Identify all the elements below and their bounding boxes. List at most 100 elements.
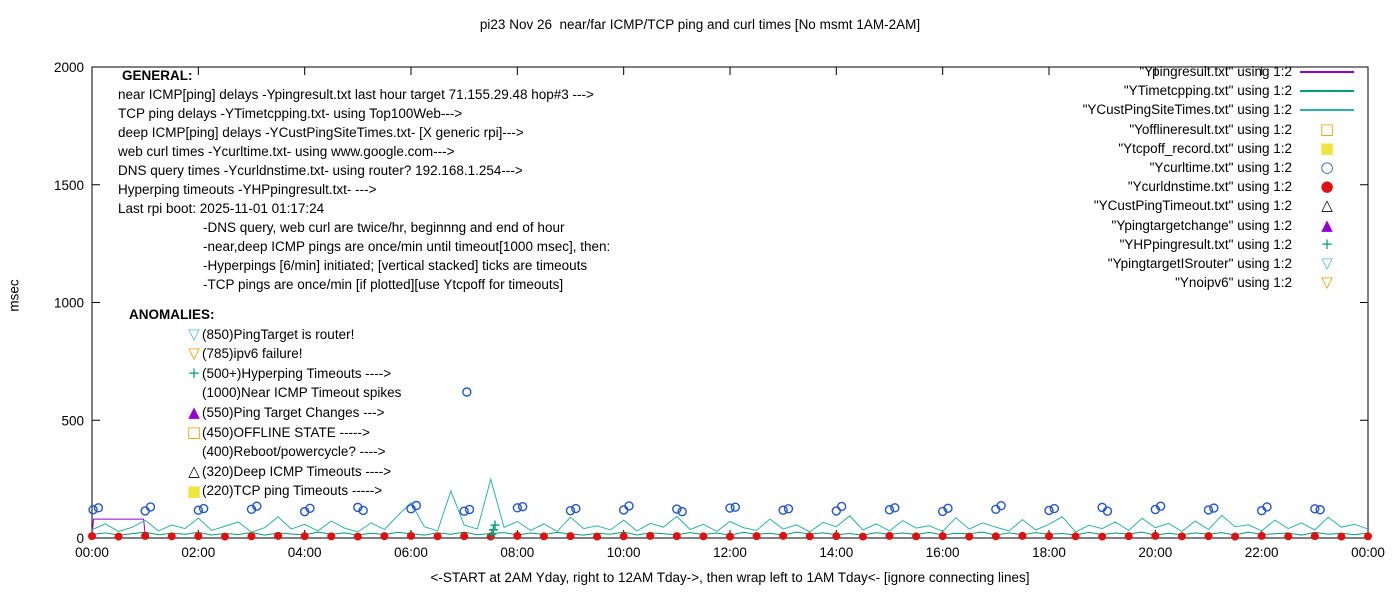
point-circle-open	[140, 506, 150, 516]
legend-item: "Ypingtargetchange" using 1:2 ▲	[1083, 216, 1356, 235]
y-tick-label: 1000	[54, 296, 84, 311]
point-circle-open	[1203, 505, 1214, 515]
x-tick-label: 08:00	[500, 545, 534, 560]
legend-item: "YCustPingSiteTimes.txt" using 1:2	[1083, 100, 1356, 119]
point-circle-open	[1155, 501, 1166, 511]
legend-sample-circle-filled-icon: ●	[1320, 177, 1334, 196]
point-circle-filled	[433, 532, 442, 541]
legend-sample-triangle-filled-icon: ▲	[1321, 215, 1333, 234]
legend-label: "Yofflineresult.txt" using 1:2	[1129, 121, 1292, 137]
point-circle-open	[1044, 505, 1054, 516]
anomaly-text: (500+)Hyperping Timeouts ---->	[202, 365, 392, 381]
legend-item: "Yofflineresult.txt" using 1:2 □	[1083, 120, 1356, 139]
anomaly-item: ■ (220)TCP ping Timeouts ----->	[122, 481, 401, 501]
general-line: near ICMP[ping] delays -Ypingresult.txt …	[118, 87, 594, 102]
point-circle-open	[672, 504, 682, 514]
legend-item: "Ycurltime.txt" using 1:2 ○	[1083, 158, 1356, 177]
point-circle-filled	[1177, 532, 1186, 541]
point-circle-filled	[380, 532, 389, 541]
point-circle-open	[1310, 504, 1320, 514]
point-circle-filled	[885, 531, 894, 540]
x-tick-label: 00:00	[75, 545, 109, 560]
point-circle-filled	[539, 532, 548, 541]
point-circle-filled	[779, 531, 788, 540]
anomaly-text: (400)Reboot/powercycle? ---->	[202, 444, 386, 460]
anomaly-item: ▽ (850)PingTarget is router!	[122, 325, 401, 345]
point-circle-filled	[991, 532, 1000, 541]
legend-label: "YTimetcpping.txt" using 1:2	[1123, 83, 1292, 99]
point-circle-filled	[1284, 532, 1293, 541]
point-circle-open	[198, 503, 209, 514]
point-plus	[487, 529, 497, 539]
point-circle-filled	[114, 532, 123, 541]
legend-sample-plus-icon: +	[1320, 234, 1334, 253]
anomaly-text: (450)OFFLINE STATE ----->	[202, 424, 370, 440]
point-plus	[488, 525, 498, 535]
point-circle-filled	[912, 532, 921, 541]
point-circle-filled	[832, 532, 841, 541]
point-circle-open	[145, 502, 156, 512]
legend-item: "YTimetcpping.txt" using 1:2	[1083, 81, 1356, 100]
point-circle-open	[1209, 503, 1219, 513]
legend-item: "Ynoipv6" using 1:2 ▽	[1083, 273, 1356, 292]
anomaly-text: (320)Deep ICMP Timeouts ---->	[202, 463, 392, 479]
point-circle-open	[193, 505, 204, 515]
general-line: TCP ping delays -YTimetcpping.txt- using…	[118, 106, 463, 121]
point-circle-open	[884, 505, 895, 515]
point-circle-open	[890, 503, 900, 513]
legend-sample-square-open-icon: □	[1319, 119, 1335, 138]
anomaly-triangle-down-open-icon: ▽	[188, 324, 200, 343]
point-circle-open	[462, 387, 472, 397]
anomaly-item: ▽ (785)ipv6 failure!	[122, 344, 401, 364]
legend-label: "Ytcpoff_record.txt" using 1:2	[1118, 140, 1292, 156]
point-circle-open	[1102, 506, 1113, 516]
point-circle-filled	[726, 532, 734, 541]
x-tick-label: 10:00	[607, 545, 641, 560]
point-circle-filled	[327, 532, 336, 541]
point-circle-open	[411, 500, 422, 511]
point-circle-filled	[1124, 532, 1133, 541]
point-circle-filled	[1257, 531, 1266, 540]
point-circle-filled	[672, 532, 681, 541]
point-circle-open	[358, 505, 368, 516]
x-tick-label: 04:00	[288, 545, 322, 560]
point-circle-filled	[619, 532, 628, 541]
point-circle-filled	[938, 532, 947, 541]
legend-sample-triangle-down-open-icon: ▽	[1321, 273, 1333, 292]
point-circle-filled	[1071, 532, 1080, 541]
point-circle-filled	[646, 531, 655, 540]
x-tick-label: 06:00	[394, 545, 428, 560]
point-circle-filled	[566, 532, 575, 541]
y-axis-label: msec	[6, 279, 22, 312]
general-line: deep ICMP[ping] delays -YCustPingSiteTim…	[118, 125, 524, 140]
point-circle-filled	[1204, 532, 1213, 541]
legend-label: "Ynoipv6" using 1:2	[1175, 275, 1292, 291]
point-circle-open	[618, 505, 629, 515]
anomaly-square-open-icon: □	[186, 422, 202, 441]
legend-item: "Ycurldnstime.txt" using 1:2 ●	[1083, 177, 1356, 196]
legend-label: "YCustPingSiteTimes.txt" using 1:2	[1082, 102, 1292, 118]
anomaly-text: (220)TCP ping Timeouts ----->	[202, 483, 383, 499]
anomaly-item: (1000)Near ICMP Timeout spikes	[122, 383, 401, 403]
legend-label: "Ycurldnstime.txt" using 1:2	[1127, 179, 1292, 195]
point-circle-filled	[194, 532, 203, 541]
anomaly-item: + (500+)Hyperping Timeouts ---->	[122, 364, 401, 384]
x-tick-label: 16:00	[926, 545, 960, 560]
point-circle-filled	[1310, 532, 1319, 541]
point-circle-open	[565, 505, 576, 516]
point-circle-filled	[1098, 532, 1107, 541]
x-tick-label: 02:00	[181, 545, 215, 560]
legend-sample-line-icon	[1298, 108, 1356, 111]
point-circle-filled	[353, 532, 362, 541]
anomaly-triangle-filled-icon: ▲	[188, 403, 200, 422]
anomaly-text: (785)ipv6 failure!	[202, 346, 303, 362]
point-circle-open	[831, 506, 842, 516]
point-circle-filled	[593, 532, 602, 541]
point-circle-filled	[513, 531, 522, 540]
general-indented-line: -Hyperpings [6/min] initiated; [vertical…	[203, 258, 588, 273]
point-circle-open	[943, 503, 953, 514]
x-tick-label: 12:00	[713, 545, 747, 560]
point-circle-open	[836, 501, 847, 512]
series-line-Ypingresult.txt	[91, 518, 146, 535]
anomaly-item: △ (320)Deep ICMP Timeouts ---->	[122, 462, 401, 482]
